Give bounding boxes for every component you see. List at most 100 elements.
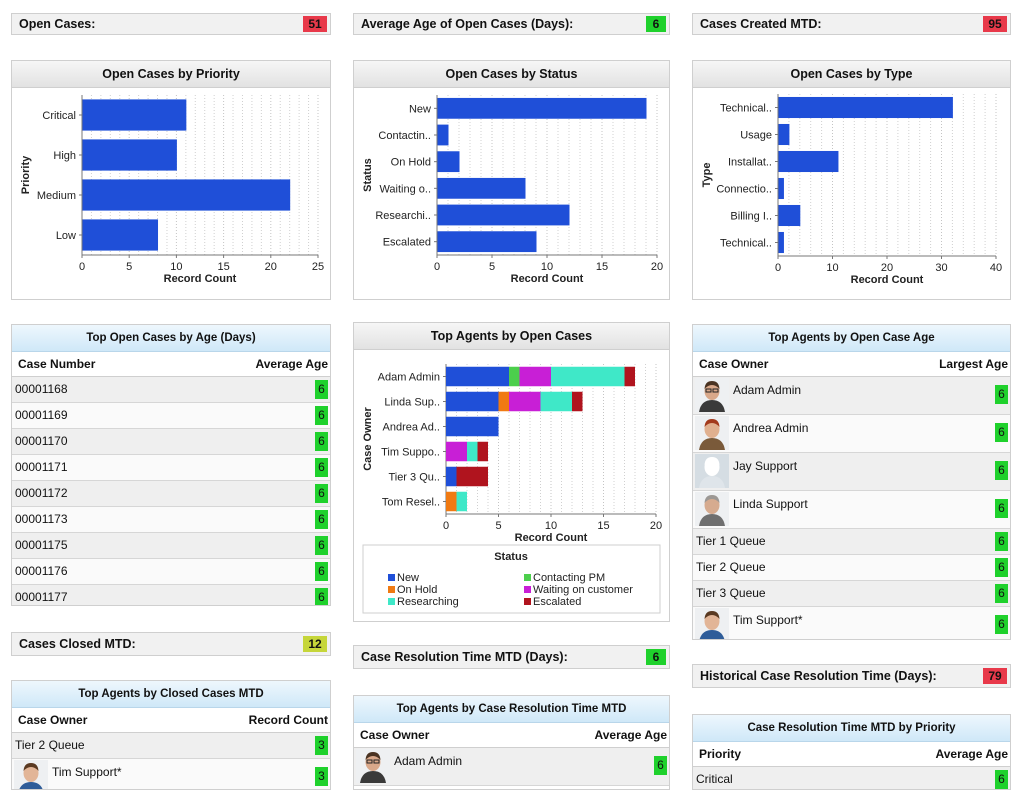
metric-value-badge[interactable]: 6: [646, 16, 666, 32]
bar-segment[interactable]: [509, 391, 541, 412]
table-row[interactable]: 00001169 6: [12, 403, 330, 429]
row-label[interactable]: Critical: [696, 772, 733, 786]
bar[interactable]: [778, 177, 784, 200]
table-row[interactable]: Tier 2 Queue 3: [12, 733, 330, 759]
metric-value-badge[interactable]: 95: [983, 16, 1007, 32]
column-header-case-number[interactable]: Case Number: [18, 357, 96, 371]
table-row[interactable]: Adam Admin 6: [693, 377, 1010, 415]
row-label[interactable]: Jay Support: [733, 459, 798, 473]
row-label[interactable]: 00001168: [15, 382, 68, 396]
table-row[interactable]: Tim Support* 3: [12, 759, 330, 789]
table-row[interactable]: Tier 2 Queue 6: [693, 555, 1010, 581]
bar-segment[interactable]: [624, 366, 636, 387]
bar[interactable]: [82, 179, 291, 211]
bar-segment[interactable]: [498, 391, 510, 412]
bar[interactable]: [778, 150, 839, 173]
bar[interactable]: [778, 204, 801, 227]
column-header-case-owner[interactable]: Case Owner: [360, 728, 430, 742]
table-row[interactable]: 00001171 6: [12, 455, 330, 481]
bar-segment[interactable]: [446, 391, 499, 412]
chart-open-cases-by-status[interactable]: New Contactin.. On Hold Waiting o.. Research…: [354, 88, 669, 299]
table-row[interactable]: 00001177 6: [12, 585, 330, 605]
bar-segment[interactable]: [446, 466, 457, 487]
bar[interactable]: [437, 177, 526, 199]
row-label[interactable]: 00001169: [15, 408, 68, 422]
table-row[interactable]: 00001168 6: [12, 377, 330, 403]
bar-segment[interactable]: [446, 416, 499, 437]
chart-open-cases-by-type[interactable]: Technical.. Usage Installat.. Connectio.. Bi…: [693, 88, 1010, 299]
column-header-largest-age[interactable]: Largest Age: [939, 357, 1008, 371]
bar[interactable]: [437, 151, 460, 173]
legend-entry[interactable]: Researching: [397, 596, 459, 608]
bar-segment[interactable]: [477, 441, 489, 462]
legend-entry[interactable]: Waiting on customer: [533, 584, 633, 596]
column-header-priority[interactable]: Priority: [699, 747, 742, 761]
table-row[interactable]: 00001175 6: [12, 533, 330, 559]
column-header-average-age[interactable]: Average Age: [594, 728, 667, 742]
bar-segment[interactable]: [519, 366, 552, 387]
metric-value-badge[interactable]: 6: [646, 649, 666, 665]
table-row[interactable]: Linda Support 6: [693, 491, 1010, 529]
bar-segment[interactable]: [467, 441, 478, 462]
row-label[interactable]: Andrea Admin: [733, 421, 809, 435]
table-row[interactable]: 00001172 6: [12, 481, 330, 507]
bar[interactable]: [82, 219, 159, 251]
row-label[interactable]: Adam Admin: [394, 754, 463, 768]
table-row[interactable]: Jay Support 6: [693, 453, 1010, 491]
table-row[interactable]: Adam Admin 6: [354, 748, 669, 786]
bar-segment[interactable]: [446, 366, 509, 387]
table-row[interactable]: Andrea Admin 6: [693, 415, 1010, 453]
table-row[interactable]: 00001173 6: [12, 507, 330, 533]
bar[interactable]: [778, 123, 790, 146]
metric-value-badge[interactable]: 12: [303, 636, 327, 652]
legend-entry[interactable]: Escalated: [533, 596, 581, 608]
bar[interactable]: [778, 231, 784, 254]
metric-value-badge[interactable]: 79: [983, 668, 1007, 684]
bar[interactable]: [778, 96, 953, 119]
row-label[interactable]: 00001170: [15, 434, 68, 448]
table-row[interactable]: Tier 1 Queue 6: [693, 529, 1010, 555]
table-row[interactable]: Tier 3 Queue 6: [693, 581, 1010, 607]
column-header-average-age[interactable]: Average Age: [255, 357, 328, 371]
table-row[interactable]: Critical 6: [693, 767, 1010, 789]
row-label[interactable]: Tier 2 Queue: [696, 560, 766, 574]
bar[interactable]: [437, 204, 570, 226]
row-label[interactable]: 00001171: [15, 460, 68, 474]
bar[interactable]: [82, 139, 177, 171]
bar-segment[interactable]: [456, 466, 489, 487]
table-row[interactable]: Tim Support* 6: [693, 607, 1010, 639]
row-label[interactable]: Tier 2 Queue: [15, 738, 85, 752]
bar-segment[interactable]: [446, 491, 457, 512]
bar[interactable]: [437, 97, 647, 119]
column-header-case-owner[interactable]: Case Owner: [699, 357, 769, 371]
row-label[interactable]: Adam Admin: [733, 383, 802, 397]
bar-segment[interactable]: [551, 366, 625, 387]
bar[interactable]: [437, 124, 449, 146]
row-label[interactable]: 00001172: [15, 486, 68, 500]
bar-segment[interactable]: [540, 391, 573, 412]
table-row[interactable]: 00001170 6: [12, 429, 330, 455]
bar-segment[interactable]: [446, 441, 467, 462]
chart-top-agents-by-open-cases[interactable]: Adam Admin Linda Sup.. Andrea Ad.. Tim Supp…: [354, 350, 669, 621]
legend-entry[interactable]: On Hold: [397, 584, 437, 596]
row-label[interactable]: Tim Support*: [733, 613, 803, 627]
row-label[interactable]: Tier 1 Queue: [696, 534, 766, 548]
bar[interactable]: [82, 99, 187, 131]
row-label[interactable]: Tier 3 Queue: [696, 586, 766, 600]
row-label[interactable]: 00001177: [15, 590, 68, 604]
column-header-average-age[interactable]: Average Age: [935, 747, 1008, 761]
row-label[interactable]: 00001176: [15, 564, 68, 578]
legend-entry[interactable]: Contacting PM: [533, 572, 605, 584]
row-label[interactable]: Tim Support*: [52, 765, 122, 779]
legend-entry[interactable]: New: [397, 572, 419, 584]
row-label[interactable]: 00001175: [15, 538, 68, 552]
chart-open-cases-by-priority[interactable]: Critical High Medium Low 0 5 10 15 20 25 Record Co…: [12, 88, 330, 299]
column-header-record-count[interactable]: Record Count: [248, 713, 328, 727]
bar[interactable]: [437, 231, 537, 253]
bar-segment[interactable]: [456, 491, 468, 512]
bar-segment[interactable]: [572, 391, 583, 412]
bar-segment[interactable]: [509, 366, 520, 387]
row-label[interactable]: 00001173: [15, 512, 68, 526]
row-label[interactable]: Linda Support: [733, 497, 808, 511]
table-row[interactable]: 00001176 6: [12, 559, 330, 585]
